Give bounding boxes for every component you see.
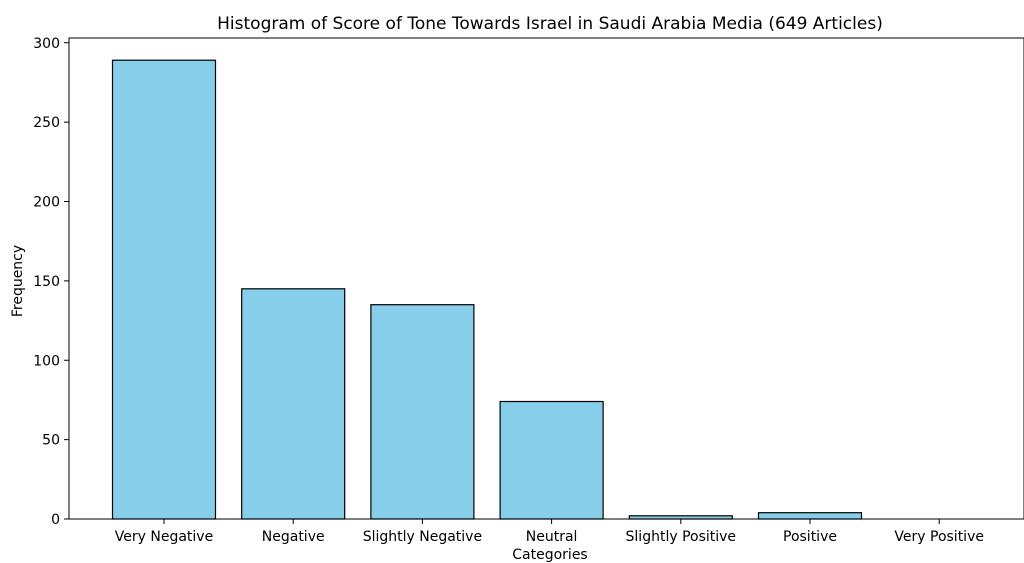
x-tick-label: Negative [262, 529, 325, 545]
x-tick-label: Very Negative [115, 529, 213, 545]
x-axis: Very Negative Negative Slightly Negative Ne… [115, 519, 984, 545]
y-tick-label: 200 [33, 195, 60, 211]
y-tick-label: 250 [33, 115, 60, 131]
bar-very-negative [111, 59, 217, 520]
x-tick-label: Neutral [526, 529, 578, 545]
y-tick-label: 300 [33, 36, 60, 52]
y-tick-label: 0 [51, 512, 60, 528]
bars-group [111, 59, 863, 520]
x-tick-label: Slightly Negative [363, 529, 482, 545]
y-axis: 0 50 100 150 200 250 300 [33, 36, 69, 528]
y-tick-label: 50 [42, 433, 60, 449]
x-tick-label: Positive [783, 529, 837, 545]
chart-title: Histogram of Score of Tone Towards Israe… [217, 14, 883, 34]
x-tick-label: Slightly Positive [626, 529, 737, 545]
bar-negative [241, 288, 346, 520]
plot-frame [68, 37, 1024, 520]
x-axis-title: Categories [512, 547, 587, 563]
y-axis-title: Frequency [10, 245, 26, 317]
bar-neutral [499, 400, 604, 520]
bar-positive [757, 512, 863, 520]
y-tick-label: 100 [33, 353, 60, 369]
bar-slightly-negative [370, 304, 475, 520]
y-tick-label: 150 [33, 274, 60, 290]
x-tick-label: Very Positive [894, 529, 984, 545]
